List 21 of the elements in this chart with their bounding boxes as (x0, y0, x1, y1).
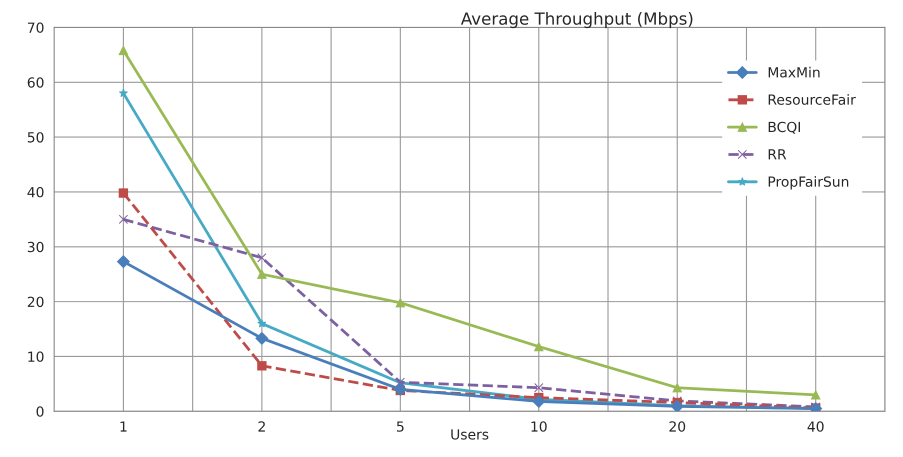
x-tick-label: 2 (258, 421, 265, 432)
x-tick-label: 5 (396, 421, 404, 432)
y-tick-label: 40 (27, 186, 44, 198)
legend-label: PropFairSun (768, 176, 848, 190)
y-tick-label: 10 (28, 351, 44, 362)
x-tick-label: 10 (531, 421, 547, 432)
legend-label: ResourceFair (768, 94, 856, 105)
legend-label: BCQI (768, 122, 800, 134)
y-tick-label: 60 (28, 77, 44, 88)
y-tick-label: 30 (28, 242, 44, 252)
x-axis-title: Users (451, 429, 488, 440)
x-tick-label: 1 (120, 421, 127, 432)
x-tick-label: 40 (808, 421, 824, 432)
y-tick-label: 0 (36, 406, 44, 417)
chart-title: Average Throughput (Mbps) (460, 12, 692, 28)
y-tick-label: 20 (28, 296, 44, 308)
legend-label: MaxMin (768, 66, 820, 78)
x-tick-label: 20 (669, 421, 686, 432)
y-tick-label: 50 (28, 132, 44, 143)
y-tick-label: 70 (28, 22, 44, 33)
legend-label: RR (768, 149, 786, 160)
